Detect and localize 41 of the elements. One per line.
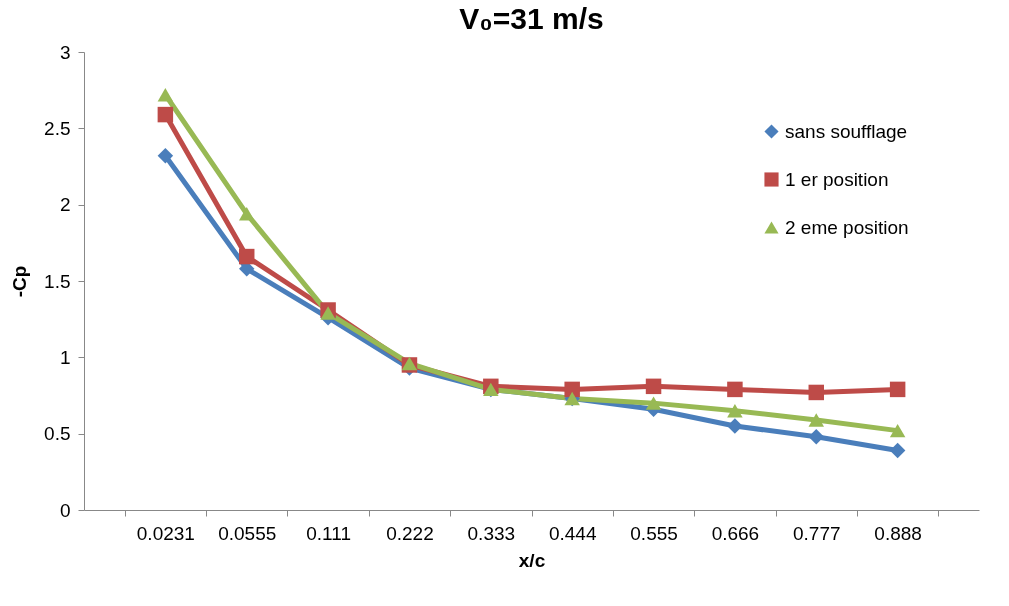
x-axis-title: x/c xyxy=(518,549,546,571)
y-axis-title: -Cp xyxy=(9,265,31,298)
y-tick-label: 0 xyxy=(59,499,71,521)
x-tick-label: 0.555 xyxy=(630,522,678,544)
x-tick-label: 0.777 xyxy=(793,522,841,544)
point xyxy=(320,306,336,320)
point xyxy=(238,207,255,221)
point xyxy=(727,381,743,398)
point xyxy=(808,384,825,401)
y-tick-label: 1.5 xyxy=(44,270,71,292)
legend-label: 2 eme position xyxy=(785,216,909,238)
point xyxy=(157,148,174,164)
x-tick-label: 0.0231 xyxy=(136,522,195,544)
point xyxy=(157,88,174,102)
point xyxy=(645,378,662,395)
point xyxy=(238,248,255,265)
y-tick-label: 2 xyxy=(59,194,71,216)
point xyxy=(645,396,662,410)
point xyxy=(727,418,743,434)
chart-title: V₀=31 m/s xyxy=(459,2,604,35)
legend-label: 1 er position xyxy=(785,168,889,190)
y-tick-label: 2.5 xyxy=(44,117,71,139)
point xyxy=(889,442,906,459)
y-tick-label: 1 xyxy=(59,346,71,368)
x-tick-label: 0.666 xyxy=(711,522,760,544)
y-tick-label: 0.5 xyxy=(44,423,71,445)
point xyxy=(889,423,906,438)
x-tick-label: 0.222 xyxy=(386,522,434,544)
x-tick-label: 0.444 xyxy=(548,522,597,544)
x-tick-label: 0.333 xyxy=(467,522,516,544)
point xyxy=(889,381,906,398)
y-tick-label: 3 xyxy=(59,41,71,63)
x-tick-label: 0.0555 xyxy=(218,522,277,544)
point xyxy=(157,106,174,123)
point xyxy=(808,428,825,445)
point xyxy=(808,413,825,427)
point xyxy=(727,404,743,418)
point xyxy=(564,381,580,398)
legend-label: sans soufflage xyxy=(785,120,908,142)
x-tick-label: 0.888 xyxy=(874,522,922,544)
x-tick-label: 0.111 xyxy=(306,522,351,544)
